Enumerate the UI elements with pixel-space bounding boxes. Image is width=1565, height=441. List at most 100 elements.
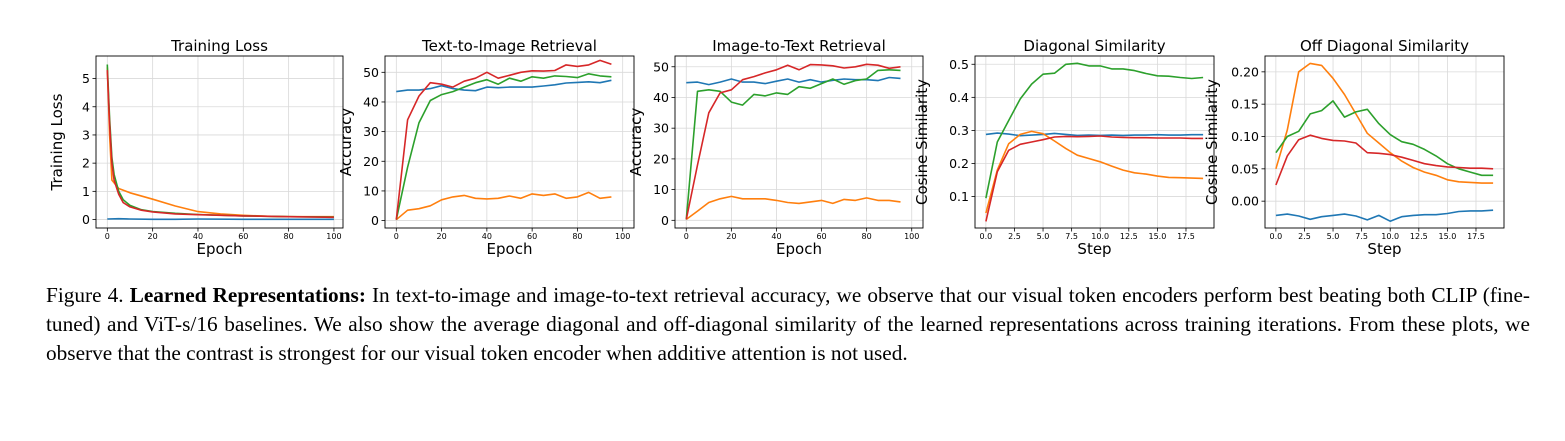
y-tick-label: 2 bbox=[82, 156, 90, 171]
y-tick-label: 40 bbox=[653, 90, 669, 105]
figure-caption: Figure 4. Learned Representations: In te… bbox=[46, 281, 1530, 368]
y-axis-label: Training Loss bbox=[48, 93, 66, 191]
y-tick-label: 10 bbox=[363, 183, 379, 198]
x-tick-label: 17.5 bbox=[1177, 232, 1195, 241]
series-line-2 bbox=[106, 67, 334, 218]
x-tick-label: 20 bbox=[148, 232, 158, 241]
x-axis-label: Step bbox=[1077, 240, 1111, 258]
chart-5: 0.0 2.5 5.0 7.5 10.0 12.5 15.0 17.5 0.00 0.05 0.10… bbox=[1203, 37, 1505, 258]
x-tick-label: 40 bbox=[771, 232, 781, 241]
x-axis-label: Epoch bbox=[197, 240, 243, 258]
y-tick-label: 50 bbox=[653, 59, 669, 74]
chart-2: 0 20 40 60 80 100 0 10 20 30 40 50 Text-to-Image Ret… bbox=[337, 37, 635, 258]
series-line-4 bbox=[106, 70, 334, 219]
y-tick-label: 0.15 bbox=[1231, 97, 1259, 112]
y-tick-label: 30 bbox=[363, 124, 379, 139]
y-tick-label: 20 bbox=[363, 154, 379, 169]
y-tick-label: 0 bbox=[371, 213, 379, 228]
series-line-2 bbox=[685, 195, 901, 221]
x-tick-label: 2.5 bbox=[1298, 232, 1311, 241]
series-line-3 bbox=[1275, 100, 1494, 177]
series-line-4 bbox=[985, 135, 1204, 222]
y-axis-label: Cosine Similarity bbox=[1203, 79, 1221, 205]
series-line-1 bbox=[1275, 209, 1494, 222]
plot-frame bbox=[674, 55, 924, 229]
series-line-2 bbox=[985, 130, 1204, 214]
y-tick-label: 1 bbox=[82, 184, 90, 199]
chart-title: Off Diagonal Similarity bbox=[1300, 37, 1469, 55]
x-tick-label: 7.5 bbox=[1355, 232, 1368, 241]
x-tick-label: 80 bbox=[284, 232, 294, 241]
series-line-2 bbox=[395, 191, 612, 221]
x-tick-label: 20 bbox=[436, 232, 446, 241]
series-line-2 bbox=[1275, 62, 1494, 184]
x-tick-label: 15.0 bbox=[1148, 232, 1166, 241]
x-axis-label: Step bbox=[1367, 240, 1401, 258]
x-tick-label: 40 bbox=[193, 232, 203, 241]
series-line-3 bbox=[106, 64, 334, 218]
caption-heading: Learned Representations: bbox=[129, 283, 366, 307]
x-tick-label: 10.0 bbox=[1091, 232, 1109, 241]
caption-text: In text-to-image and image-to-text retri… bbox=[46, 283, 1530, 365]
y-tick-label: 0.5 bbox=[949, 57, 969, 72]
x-tick-label: 2.5 bbox=[1008, 232, 1021, 241]
chart-title: Text-to-Image Retrieval bbox=[421, 37, 597, 55]
x-tick-label: 7.5 bbox=[1065, 232, 1078, 241]
x-axis-label: Epoch bbox=[487, 240, 533, 258]
y-tick-label: 0 bbox=[661, 213, 669, 228]
y-tick-label: 5 bbox=[82, 71, 90, 86]
y-tick-label: 20 bbox=[653, 151, 669, 166]
chart-title: Diagonal Similarity bbox=[1023, 37, 1165, 55]
x-tick-label: 17.5 bbox=[1467, 232, 1485, 241]
series-line-3 bbox=[685, 69, 901, 220]
chart-title: Training Loss bbox=[170, 37, 268, 55]
x-tick-label: 40 bbox=[482, 232, 492, 241]
series-line-3 bbox=[395, 73, 612, 220]
x-tick-label: 80 bbox=[572, 232, 582, 241]
plot-frame bbox=[384, 55, 635, 229]
figure: 0 20 40 60 80 100 0 1 2 3 4 5 Training Loss Epoch Trai… bbox=[48, 37, 1505, 258]
x-tick-label: 60 bbox=[238, 232, 248, 241]
y-tick-label: 3 bbox=[82, 127, 90, 142]
y-tick-label: 0 bbox=[82, 212, 90, 227]
y-tick-label: 0.20 bbox=[1231, 64, 1259, 79]
x-tick-label: 0 bbox=[684, 232, 689, 241]
y-tick-label: 4 bbox=[82, 99, 90, 114]
caption-label: Figure 4. bbox=[46, 283, 124, 307]
y-axis-label: Accuracy bbox=[627, 108, 645, 177]
series-line-4 bbox=[1275, 134, 1494, 186]
series-line-1 bbox=[985, 132, 1204, 137]
x-tick-label: 5.0 bbox=[1037, 232, 1050, 241]
x-tick-label: 60 bbox=[527, 232, 537, 241]
x-tick-label: 100 bbox=[904, 232, 919, 241]
x-tick-label: 60 bbox=[816, 232, 826, 241]
y-tick-label: 0.2 bbox=[949, 156, 969, 171]
y-axis-label: Accuracy bbox=[337, 108, 355, 177]
y-tick-label: 50 bbox=[363, 65, 379, 80]
chart-4: 0.0 2.5 5.0 7.5 10.0 12.5 15.0 17.5 0.1 0.2 0.3 0.4… bbox=[913, 37, 1215, 258]
y-tick-label: 10 bbox=[653, 182, 669, 197]
chart-title: Image-to-Text Retrieval bbox=[712, 37, 886, 55]
y-tick-label: 40 bbox=[363, 94, 379, 109]
x-tick-label: 0.0 bbox=[1269, 232, 1282, 241]
x-tick-label: 15.0 bbox=[1438, 232, 1456, 241]
x-tick-label: 12.5 bbox=[1410, 232, 1428, 241]
x-tick-label: 100 bbox=[326, 232, 341, 241]
x-tick-label: 0 bbox=[394, 232, 399, 241]
x-tick-label: 10.0 bbox=[1381, 232, 1399, 241]
series-line-1 bbox=[107, 217, 334, 221]
y-tick-label: 30 bbox=[653, 121, 669, 136]
y-tick-label: 0.3 bbox=[949, 123, 969, 138]
x-tick-label: 80 bbox=[862, 232, 872, 241]
y-tick-label: 0.4 bbox=[949, 90, 969, 105]
y-tick-label: 0.10 bbox=[1231, 129, 1259, 144]
x-tick-label: 0 bbox=[105, 232, 110, 241]
chart-1: 0 20 40 60 80 100 0 1 2 3 4 5 Training Loss Epoch Trai… bbox=[48, 37, 344, 258]
series-line-1 bbox=[396, 79, 612, 93]
plot-frame bbox=[974, 55, 1215, 229]
chart-3: 0 20 40 60 80 100 0 10 20 30 40 50 Image-to-Text Ret… bbox=[627, 37, 924, 258]
series-line-3 bbox=[985, 62, 1204, 199]
x-tick-label: 12.5 bbox=[1120, 232, 1138, 241]
series-line-4 bbox=[395, 59, 612, 220]
